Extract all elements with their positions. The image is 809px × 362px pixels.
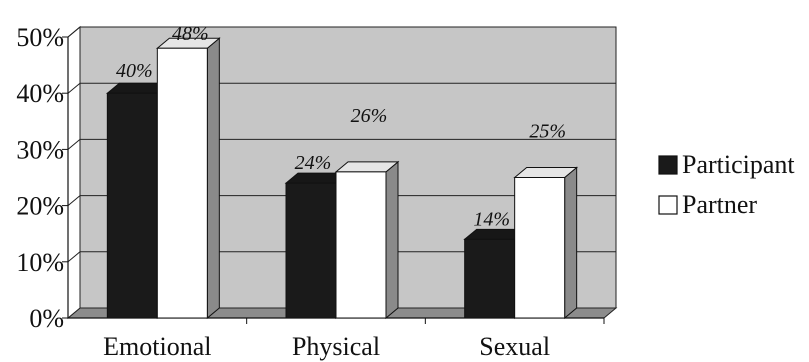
legend: Participant Partner <box>658 150 795 219</box>
bar-side <box>564 166 578 320</box>
gridline <box>67 195 616 206</box>
bar-front <box>335 171 387 319</box>
y-tick-label: 0% <box>29 304 64 333</box>
gridline <box>67 26 616 38</box>
data-label: 40% <box>116 60 153 82</box>
legend-label: Partner <box>682 190 757 219</box>
data-label: 48% <box>172 23 209 45</box>
data-label: 26% <box>351 105 388 127</box>
side-wall <box>67 25 81 320</box>
y-tick-label: 40% <box>16 79 64 108</box>
gridline <box>67 251 616 263</box>
gridlines <box>67 26 616 263</box>
legend-label: Participant <box>682 150 795 179</box>
bar-front <box>464 238 516 319</box>
bar <box>334 160 400 320</box>
data-label: 24% <box>295 152 332 174</box>
x-axis-labels: Emotional Physical Sexual <box>103 332 550 361</box>
gridline <box>67 138 616 150</box>
y-tick-label: 50% <box>16 23 64 52</box>
data-label: 25% <box>529 121 566 143</box>
bar <box>513 166 579 320</box>
bar-front <box>285 182 337 319</box>
data-label: 14% <box>473 208 510 230</box>
x-category-label: Sexual <box>479 332 550 361</box>
bar <box>155 37 221 320</box>
y-tick-label: 20% <box>16 192 64 221</box>
bar-side <box>206 37 220 320</box>
y-tick-label: 30% <box>16 135 64 164</box>
data-labels: 40% 48% 24% 26% 14% 25% <box>116 23 566 230</box>
legend-swatch <box>658 195 678 215</box>
bars <box>105 37 579 320</box>
bar-front <box>156 47 208 319</box>
bar-front <box>514 177 566 319</box>
y-axis-ticks: 0% 10% 20% 30% 40% 50% <box>16 23 68 333</box>
legend-swatch <box>658 155 678 175</box>
x-category-label: Physical <box>292 332 380 361</box>
y-tick-label: 10% <box>16 248 64 277</box>
x-category-label: Emotional <box>103 332 211 361</box>
bar-front <box>106 92 158 319</box>
bar-side <box>385 160 399 320</box>
gridline <box>67 82 616 94</box>
